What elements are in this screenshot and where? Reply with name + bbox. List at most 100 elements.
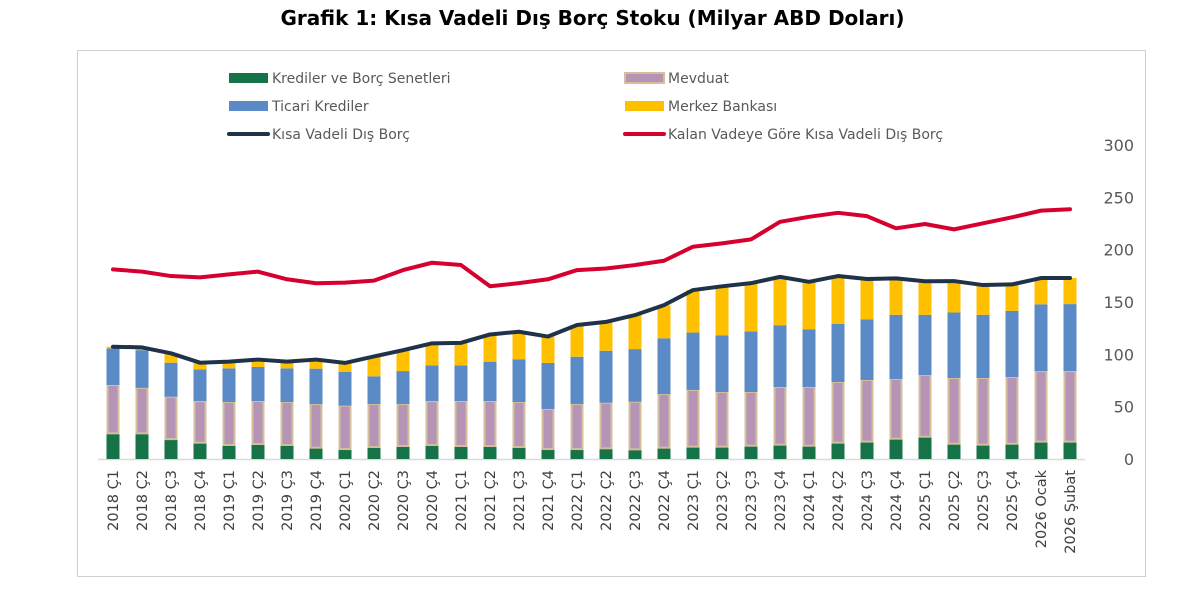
legend-label: Kalan Vadeye Göre Kısa Vadeli Dış Borç: [668, 127, 943, 143]
x-tick-label: 2020 Ç4: [425, 470, 441, 531]
x-tick-label: 2019 Ç1: [222, 470, 238, 531]
bar-krediler-ve-bor-senetleri: [396, 446, 410, 459]
bar-ticari-krediler: [918, 314, 932, 376]
y-tick-label: 250: [1103, 188, 1134, 207]
bar-ticari-krediler: [1005, 310, 1019, 378]
bar-merkez-bankas-: [1034, 278, 1048, 305]
bar-mevduat: [1034, 370, 1048, 443]
x-tick-label: 2019 Ç4: [309, 470, 325, 531]
bar-mevduat: [454, 400, 468, 448]
bar-mevduat: [831, 381, 845, 444]
bar-ticari-krediler: [512, 359, 526, 403]
bar-krediler-ve-bor-senetleri: [222, 444, 236, 459]
bar-ticari-krediler: [686, 332, 700, 390]
bar-mevduat: [802, 385, 816, 447]
x-tick-label: 2025 Ç4: [1005, 470, 1021, 531]
bar-mevduat: [947, 376, 961, 445]
x-tick-label: 2023 Ç2: [715, 470, 731, 531]
x-tick-label: 2026 Şubat: [1063, 470, 1079, 554]
legend-swatch: [229, 101, 268, 111]
bar-ticari-krediler: [976, 314, 990, 378]
bar-krediler-ve-bor-senetleri: [889, 438, 903, 459]
x-tick-label: 2018 Ç3: [164, 470, 180, 531]
bar-merkez-bankas-: [628, 315, 642, 350]
bar-mevduat: [338, 404, 352, 451]
x-tick-label: 2023 Ç4: [773, 470, 789, 531]
bar-ticari-krediler: [164, 362, 178, 397]
bar-krediler-ve-bor-senetleri: [1005, 443, 1019, 459]
y-tick-label: 200: [1103, 241, 1134, 260]
x-tick-label: 2023 Ç1: [686, 470, 702, 531]
bar-krediler-ve-bor-senetleri: [1063, 441, 1077, 459]
bar-ticari-krediler: [396, 371, 410, 405]
bar-ticari-krediler: [628, 349, 642, 402]
bar-ticari-krediler: [802, 329, 816, 387]
x-tick-label: 2024 Ç2: [831, 470, 847, 531]
bar-ticari-krediler: [860, 319, 874, 380]
chart-frame: [77, 50, 1146, 577]
bar-merkez-bankas-: [657, 305, 671, 339]
bar-krediler-ve-bor-senetleri: [251, 444, 265, 459]
bar-mevduat: [976, 376, 990, 446]
series-line: [111, 207, 1072, 289]
bar-krediler-ve-bor-senetleri: [628, 449, 642, 459]
bar-krediler-ve-bor-senetleri: [164, 439, 178, 459]
bar-merkez-bankas-: [512, 331, 526, 360]
bar-ticari-krediler: [889, 314, 903, 380]
x-tick-label: 2024 Ç4: [889, 470, 905, 531]
bar-mevduat: [773, 385, 787, 446]
legend-label: Mevduat: [668, 71, 729, 87]
bar-ticari-krediler: [483, 361, 497, 402]
bar-ticari-krediler: [1034, 304, 1048, 372]
bar-mevduat: [251, 400, 265, 446]
bar-merkez-bankas-: [715, 286, 729, 336]
bar-ticari-krediler: [715, 335, 729, 393]
x-tick-label: 2018 Ç2: [135, 470, 151, 531]
bar-merkez-bankas-: [744, 283, 758, 332]
x-tick-label: 2025 Ç1: [918, 470, 934, 531]
bar-merkez-bankas-: [599, 321, 613, 351]
bar-mevduat: [686, 388, 700, 448]
bar-krediler-ve-bor-senetleri: [686, 446, 700, 459]
bar-krediler-ve-bor-senetleri: [483, 446, 497, 459]
bar-ticari-krediler: [280, 368, 294, 403]
bar-krediler-ve-bor-senetleri: [135, 433, 149, 459]
bar-merkez-bankas-: [976, 285, 990, 315]
bar-ticari-krediler: [425, 365, 439, 402]
bar-merkez-bankas-: [918, 281, 932, 315]
bar-mevduat: [541, 407, 555, 451]
legend-swatch: [229, 73, 268, 83]
bar-mevduat: [744, 391, 758, 447]
bar-merkez-bankas-: [164, 353, 178, 363]
bar-ticari-krediler: [106, 348, 120, 386]
bar-krediler-ve-bor-senetleri: [570, 449, 584, 459]
x-tick-label: 2026 Ocak: [1034, 469, 1050, 548]
bar-krediler-ve-bor-senetleri: [715, 446, 729, 459]
bar-merkez-bankas-: [802, 281, 816, 330]
bar-krediler-ve-bor-senetleri: [918, 436, 932, 459]
bar-merkez-bankas-: [367, 356, 381, 377]
bar-mevduat: [599, 401, 613, 450]
legend-label: Merkez Bankası: [668, 99, 777, 115]
bar-merkez-bankas-: [570, 325, 584, 357]
x-tick-label: 2024 Ç3: [860, 470, 876, 531]
x-tick-label: 2019 Ç3: [280, 470, 296, 531]
x-tick-label: 2021 Ç3: [512, 470, 528, 531]
bar-ticari-krediler: [599, 350, 613, 403]
bar-ticari-krediler: [309, 368, 323, 405]
bar-merkez-bankas-: [773, 276, 787, 326]
bar-ticari-krediler: [222, 368, 236, 403]
bar-mevduat: [512, 401, 526, 448]
bar-krediler-ve-bor-senetleri: [106, 433, 120, 459]
bar-mevduat: [918, 374, 932, 438]
bar-krediler-ve-bor-senetleri: [802, 445, 816, 459]
bar-mevduat: [222, 401, 236, 446]
bar-ticari-krediler: [831, 323, 845, 383]
bar-mevduat: [1005, 376, 1019, 445]
bar-merkez-bankas-: [860, 278, 874, 320]
bar-merkez-bankas-: [338, 362, 352, 372]
bar-ticari-krediler: [570, 356, 584, 405]
bar-ticari-krediler: [744, 331, 758, 393]
bar-mevduat: [628, 400, 642, 451]
bar-ticari-krediler: [251, 366, 265, 402]
